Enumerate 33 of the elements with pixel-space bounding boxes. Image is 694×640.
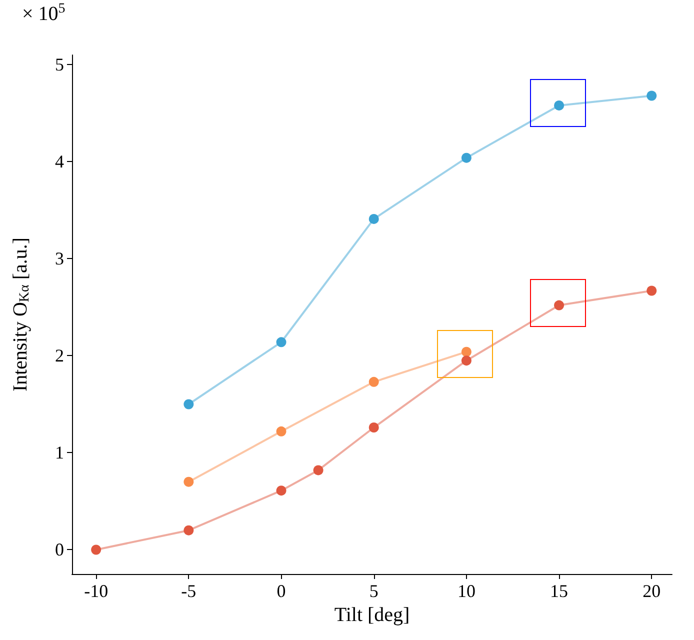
y-tick-label: 4	[55, 152, 64, 172]
point	[276, 426, 286, 436]
y-tick-label: 2	[55, 346, 64, 366]
point	[184, 525, 194, 536]
point	[184, 399, 194, 410]
point	[276, 486, 286, 496]
point	[91, 544, 102, 555]
x-tick-label: 5	[369, 581, 378, 601]
point	[461, 152, 472, 163]
point	[276, 337, 286, 348]
y-axis-title: Intensity OKα [a.u.]	[10, 237, 32, 392]
x-tick-label: 10	[457, 581, 476, 601]
y-tick-label: 0	[55, 540, 64, 560]
point	[646, 286, 657, 296]
x-tick-label: -10	[84, 581, 108, 601]
x-axis-title: Tilt [deg]	[334, 604, 410, 626]
point	[313, 465, 324, 476]
point	[184, 476, 194, 487]
point	[646, 90, 657, 101]
x-tick-label: 0	[276, 581, 286, 601]
point	[461, 356, 472, 366]
y-tick-label: 3	[55, 248, 64, 269]
point	[368, 214, 379, 224]
point	[461, 346, 472, 357]
y-tick-label: 5	[55, 54, 64, 75]
x-tick-label: 15	[550, 581, 568, 601]
x-tick-label: 20	[642, 581, 661, 601]
point	[554, 100, 564, 110]
x-tick-label: -5	[181, 581, 196, 601]
point	[368, 376, 379, 387]
y-tick-label: 1	[55, 442, 64, 463]
point	[368, 422, 379, 433]
point	[554, 300, 564, 310]
